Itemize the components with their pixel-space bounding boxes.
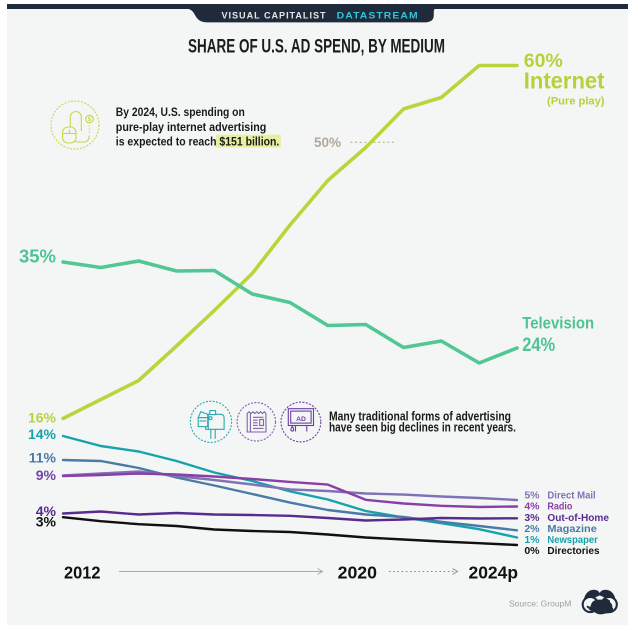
svg-text:16%: 16% (28, 409, 57, 425)
svg-text:14%: 14% (28, 426, 57, 442)
svg-text:60%: 60% (524, 50, 563, 72)
svg-text:Directories: Directories (547, 545, 599, 557)
svg-text:24%: 24% (522, 334, 555, 356)
svg-text:2012: 2012 (64, 562, 101, 582)
svg-text:DATASTREAM: DATASTREAM (337, 10, 419, 21)
svg-text:have seen big declines in rece: have seen big declines in recent years. (329, 421, 516, 435)
svg-text:2024p: 2024p (469, 562, 519, 582)
svg-text:VISUAL CAPITALIST: VISUAL CAPITALIST (222, 10, 327, 21)
svg-text:1%: 1% (524, 534, 540, 546)
svg-text:Source: GroupM: Source: GroupM (509, 599, 571, 609)
svg-text:Newspaper: Newspaper (547, 534, 597, 546)
svg-text:50%: 50% (314, 135, 341, 150)
svg-text:3%: 3% (524, 512, 540, 524)
svg-text:2020: 2020 (338, 562, 378, 582)
svg-text:11%: 11% (29, 449, 57, 465)
svg-text:$: $ (88, 117, 92, 123)
svg-text:pure-play internet advertising: pure-play internet advertising (116, 120, 266, 134)
svg-text:(Pure play): (Pure play) (547, 95, 605, 107)
svg-text:Radio: Radio (547, 501, 572, 513)
svg-text:9%: 9% (36, 467, 57, 483)
svg-text:5%: 5% (524, 490, 540, 502)
svg-text:2%: 2% (524, 523, 540, 535)
svg-text:Many traditional forms of adve: Many traditional forms of advertising (329, 409, 511, 423)
svg-text:is expected to reach $151 bill: is expected to reach $151 billion. (116, 135, 279, 149)
svg-text:0%: 0% (524, 545, 540, 557)
svg-text:3%: 3% (36, 513, 57, 529)
svg-text:4%: 4% (524, 501, 540, 513)
svg-text:Magazine: Magazine (547, 523, 597, 535)
svg-text:By 2024, U.S. spending on: By 2024, U.S. spending on (116, 105, 245, 119)
svg-text:Direct Mail: Direct Mail (547, 490, 595, 502)
svg-text:Television: Television (522, 315, 594, 333)
svg-text:35%: 35% (19, 246, 56, 267)
svg-text:4%: 4% (36, 503, 57, 519)
svg-text:SHARE OF U.S. AD SPEND, BY MED: SHARE OF U.S. AD SPEND, BY MEDIUM (188, 35, 445, 57)
svg-text:Internet: Internet (524, 68, 605, 94)
svg-text:AD: AD (296, 416, 306, 423)
svg-text:Out-of-Home: Out-of-Home (547, 512, 609, 524)
